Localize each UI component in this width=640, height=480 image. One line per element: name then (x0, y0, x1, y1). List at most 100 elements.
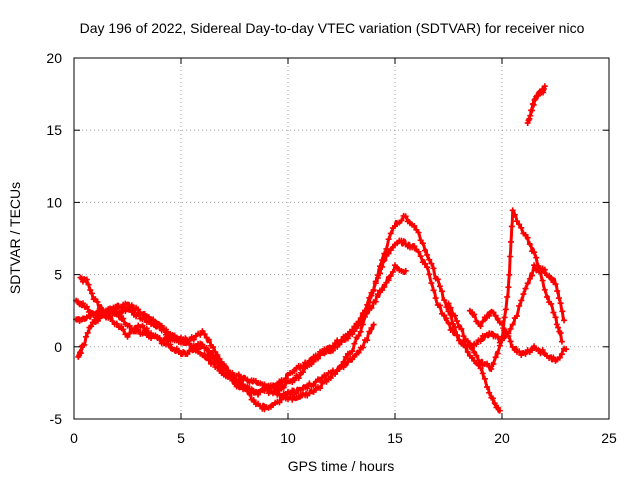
data-point-marker (94, 317, 101, 324)
data-point-marker (197, 331, 204, 338)
data-point-marker (541, 266, 548, 273)
data-point-marker (557, 330, 564, 337)
data-point-marker (366, 294, 373, 301)
data-point-marker (558, 338, 565, 345)
data-point-marker (454, 318, 461, 325)
data-point-marker (304, 360, 311, 367)
data-point-marker (374, 274, 381, 281)
data-point-marker (543, 294, 550, 301)
data-point-marker (528, 272, 535, 279)
data-point-marker (372, 298, 379, 305)
data-point-marker (550, 354, 557, 361)
chart-title: Day 196 of 2022, Sidereal Day-to-day VTE… (80, 20, 585, 36)
data-point-marker (526, 275, 533, 282)
data-point-marker (535, 262, 542, 269)
data-point-marker (205, 336, 212, 343)
x-tick-label: 15 (387, 430, 403, 446)
x-tick-label: 25 (601, 430, 617, 446)
data-point-marker (244, 385, 251, 392)
data-point-marker (516, 302, 523, 309)
series-trace-4 (77, 274, 377, 413)
x-axis-title: GPS time / hours (288, 458, 395, 474)
data-point-marker (88, 290, 95, 297)
data-point-marker (494, 315, 501, 322)
data-point-marker (201, 330, 208, 337)
data-point-marker (79, 300, 86, 307)
data-point-marker (291, 368, 298, 375)
data-point-marker (481, 375, 488, 382)
data-point-marker (329, 347, 336, 354)
data-point-marker (486, 312, 493, 319)
series-trace-5 (445, 207, 565, 372)
data-point-marker (513, 218, 520, 225)
data-point-marker (421, 247, 428, 254)
data-point-marker (94, 309, 101, 316)
data-point-marker (113, 320, 120, 327)
data-point-marker (250, 397, 257, 404)
data-point-marker (507, 325, 514, 332)
data-point-marker (392, 262, 398, 269)
x-tick-label: 10 (280, 430, 296, 446)
data-point-marker (530, 101, 537, 108)
data-point-marker (291, 377, 298, 384)
data-point-marker (387, 273, 394, 280)
y-tick-label: 5 (54, 267, 62, 283)
data-point-marker (484, 384, 491, 391)
data-point-marker (509, 207, 516, 214)
y-tick-label: 0 (54, 339, 62, 355)
data-point-marker (421, 260, 428, 267)
data-point-marker (428, 280, 435, 287)
data-point-marker (555, 324, 562, 331)
data-point-marker (554, 288, 561, 295)
data-point-marker (441, 297, 448, 304)
data-point-marker (451, 312, 458, 319)
data-point-marker (469, 345, 476, 352)
data-point-marker (379, 287, 386, 294)
data-point-marker (507, 238, 514, 245)
data-point-marker (83, 303, 90, 310)
data-point-marker (398, 217, 405, 224)
data-point-marker (282, 393, 289, 400)
x-tick-label: 20 (494, 430, 510, 446)
data-point-marker (349, 331, 356, 338)
data-point-marker (100, 309, 107, 316)
data-point-marker (533, 254, 540, 261)
data-point-marker (548, 275, 555, 282)
data-point-marker (357, 318, 364, 325)
data-point-marker (539, 277, 546, 284)
data-point-marker (214, 364, 221, 371)
y-axis-title: SDTVAR / TECUs (7, 182, 23, 294)
data-point-marker (385, 236, 392, 243)
data-point-marker (233, 376, 240, 383)
data-point-marker (357, 328, 364, 335)
data-point-marker (317, 377, 324, 384)
data-point-marker (501, 314, 508, 321)
data-point-marker (351, 340, 358, 347)
data-point-marker (430, 287, 437, 294)
data-point-marker (83, 276, 90, 283)
data-point-marker (426, 256, 433, 263)
data-point-marker (540, 86, 547, 93)
data-point-marker (531, 249, 538, 256)
data-point-marker (88, 323, 95, 330)
data-point-marker (516, 221, 523, 228)
x-tick-label: 0 (70, 430, 78, 446)
data-point-marker (186, 341, 193, 348)
data-point-marker (477, 338, 484, 345)
data-point-marker (539, 347, 546, 354)
data-point-marker (344, 359, 351, 366)
data-point-marker (504, 293, 511, 300)
data-point-marker (464, 348, 471, 355)
data-point-marker (505, 284, 512, 291)
data-point-marker (205, 357, 212, 364)
data-point-marker (274, 383, 281, 390)
data-point-marker (381, 283, 388, 290)
data-point-marker (158, 322, 165, 329)
data-point-marker (402, 267, 409, 274)
data-point-marker (141, 310, 148, 317)
data-point-marker (340, 364, 347, 371)
data-point-marker (321, 350, 328, 357)
data-point-marker (479, 370, 486, 377)
data-point-marker (82, 333, 89, 340)
data-point-marker (541, 83, 548, 90)
